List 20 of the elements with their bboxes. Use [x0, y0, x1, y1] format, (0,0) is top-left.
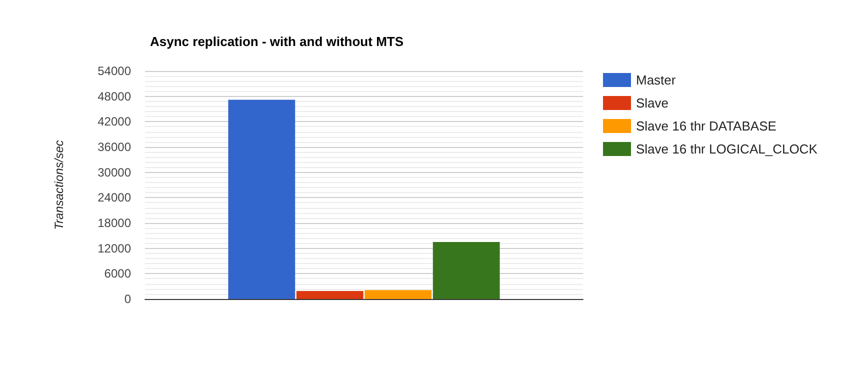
y-tick-label: 0: [124, 292, 132, 306]
y-tick-label: 18000: [98, 216, 132, 230]
y-tick-label: 42000: [98, 114, 132, 129]
y-tick-label: 12000: [98, 241, 132, 256]
bar: [364, 290, 432, 299]
y-tick-label: 48000: [98, 89, 132, 104]
bar: [432, 242, 500, 299]
bar: [296, 290, 364, 299]
legend-label: Master: [636, 72, 676, 88]
y-tick-label: 54000: [98, 64, 132, 78]
legend-label: Slave: [636, 96, 669, 110]
y-tick-label: 30000: [98, 165, 132, 180]
bar: [228, 100, 296, 299]
chart-title: Async replication - with and without MTS: [150, 34, 404, 49]
y-tick-label: 36000: [98, 140, 132, 154]
legend-label: Slave 16 thr DATABASE: [636, 118, 777, 134]
legend-label: Slave 16 thr LOGICAL_CLOCK: [636, 142, 818, 156]
y-tick-label: 6000: [104, 266, 132, 281]
y-tick-label: 24000: [98, 190, 132, 205]
y-axis-title: Transactions/sec: [52, 140, 66, 230]
